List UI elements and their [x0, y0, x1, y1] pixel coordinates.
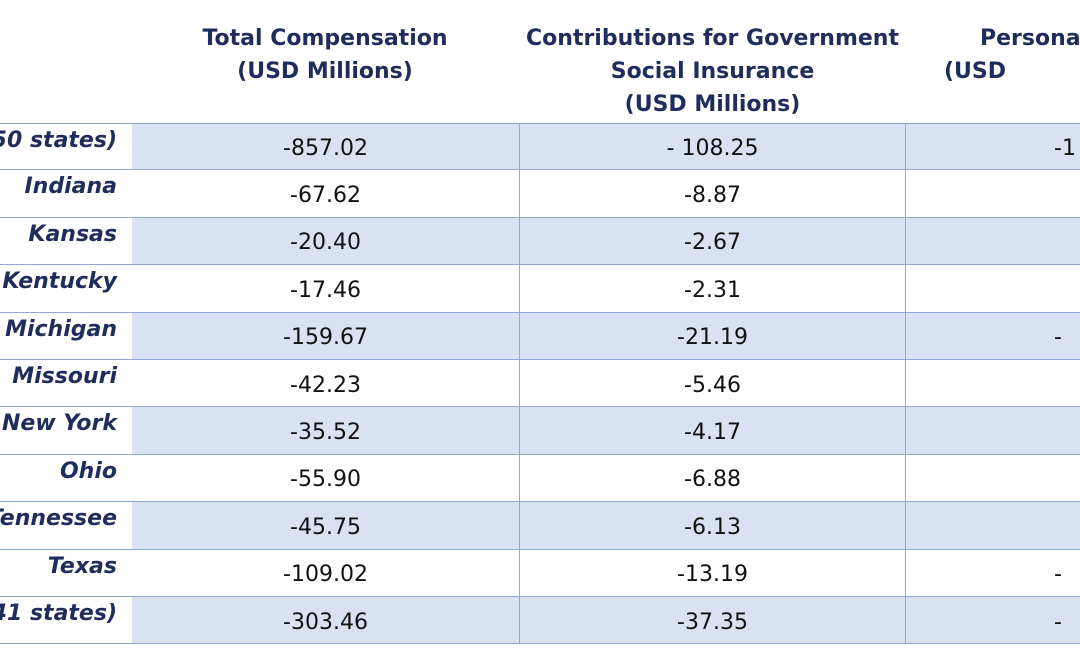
cell-value: -37.35: [677, 609, 748, 635]
cell-value: -8.87: [684, 183, 741, 209]
cell-value: -45.75: [290, 514, 361, 540]
cell-personal: [906, 265, 1080, 311]
cell-total-compensation: -55.90: [132, 454, 520, 502]
cell-total-compensation: -35.52: [132, 407, 520, 454]
cell-value: -5.46: [684, 372, 741, 398]
row-label: Michigan: [5, 316, 117, 342]
cell-contributions: -2.31: [520, 265, 906, 312]
cell-personal: [906, 407, 1080, 453]
row-background: [132, 312, 1080, 359]
header-line: Total Compensation: [202, 26, 448, 51]
row-label: Tennessee: [0, 506, 117, 532]
cell-value: -: [1054, 562, 1062, 588]
header-line: (USD: [944, 59, 1007, 84]
cell-total-compensation: -20.40: [132, 217, 520, 265]
table-row: (41 states) -303.46 -37.35 -: [0, 596, 1080, 645]
cell-value: -109.02: [283, 562, 368, 588]
row-background: [132, 502, 1080, 549]
row-label: Kentucky: [2, 269, 117, 295]
cell-value: -13.19: [677, 562, 748, 588]
row-background: [132, 596, 1080, 644]
header-total-compensation: Total Compensation (USD Millions): [130, 22, 520, 88]
cell-personal: -1: [906, 124, 1080, 169]
row-background: [132, 407, 1080, 454]
cell-value: -21.19: [677, 325, 748, 351]
row-label: Missouri: [12, 363, 117, 389]
cell-value: -6.13: [684, 514, 741, 540]
cell-contributions: -37.35: [520, 596, 906, 644]
cell-personal: -: [906, 597, 1080, 643]
cell-total-compensation: -109.02: [132, 549, 520, 596]
table-row: Indiana -67.62 -8.87: [0, 170, 1080, 218]
cell-value: -42.23: [290, 372, 361, 398]
cell-contributions: - 108.25: [520, 124, 906, 170]
cell-value: -2.67: [684, 230, 741, 256]
cell-value: -6.88: [684, 467, 741, 493]
header-contributions: Contributions for Government Social Insu…: [520, 22, 905, 121]
cell-value: -4.17: [684, 420, 741, 446]
row-background: [132, 124, 1080, 170]
cell-value: -857.02: [283, 136, 368, 162]
cell-total-compensation: -159.67: [132, 312, 520, 359]
cell-contributions: -4.17: [520, 407, 906, 454]
row-label: Indiana: [24, 174, 118, 200]
cell-contributions: -8.87: [520, 170, 906, 217]
cell-contributions: -5.46: [520, 359, 906, 407]
cell-personal: [906, 170, 1080, 216]
cell-contributions: -13.19: [520, 549, 906, 596]
header-line: (USD Millions): [237, 59, 413, 84]
cell-value: -20.40: [290, 230, 361, 256]
cell-value: -17.46: [290, 277, 361, 303]
row-label: (41 states): [0, 600, 117, 626]
cell-value: -35.52: [290, 420, 361, 446]
cell-value: -55.90: [290, 467, 361, 493]
table-row: New York -35.52 -4.17: [0, 407, 1080, 455]
cell-total-compensation: -303.46: [132, 596, 520, 644]
table-row: Missouri -42.23 -5.46: [0, 359, 1080, 408]
table-row: Tennessee -45.75 -6.13: [0, 502, 1080, 550]
row-label: Ohio: [59, 458, 117, 484]
cell-value: -: [1054, 325, 1062, 351]
header-line: Contributions for Government: [526, 26, 899, 51]
cell-value: -: [1054, 609, 1062, 635]
row-background: [132, 217, 1080, 265]
cell-contributions: -2.67: [520, 217, 906, 265]
cell-personal: [906, 455, 1080, 501]
cell-value: -1: [1054, 136, 1076, 162]
cell-personal: -: [906, 313, 1080, 359]
table-row: Ohio -55.90 -6.88: [0, 454, 1080, 503]
row-label: New York: [1, 411, 117, 437]
table-row: Michigan -159.67 -21.19 -: [0, 312, 1080, 360]
header-line: Social Insurance: [610, 59, 815, 84]
cell-total-compensation: -45.75: [132, 502, 520, 549]
cell-value: - 108.25: [666, 136, 759, 162]
cell-personal: -: [906, 550, 1080, 596]
table-row: Kansas -20.40 -2.67: [0, 217, 1080, 266]
cell-total-compensation: -42.23: [132, 359, 520, 407]
cell-total-compensation: -857.02: [132, 124, 520, 170]
cell-personal: [906, 360, 1080, 406]
row-label: Kansas: [28, 221, 117, 247]
cell-contributions: -21.19: [520, 312, 906, 359]
cell-value: -67.62: [290, 183, 361, 209]
table-row: (50 states) -857.02 - 108.25 -1: [0, 123, 1080, 171]
table-row: Kentucky -17.46 -2.31: [0, 265, 1080, 313]
row-label: Texas: [47, 553, 117, 579]
cell-total-compensation: -17.46: [132, 265, 520, 312]
cell-personal: [906, 502, 1080, 548]
cell-value: -303.46: [283, 609, 368, 635]
data-table: (50 states) -857.02 - 108.25 -1 Indiana -67.6…: [0, 123, 1080, 645]
cell-personal: [906, 218, 1080, 264]
header-line: Personal: [980, 26, 1080, 51]
cell-contributions: -6.88: [520, 454, 906, 502]
cell-contributions: -6.13: [520, 502, 906, 549]
cell-total-compensation: -67.62: [132, 170, 520, 217]
table-row: Texas -109.02 -13.19 -: [0, 549, 1080, 597]
cell-value: -159.67: [283, 325, 368, 351]
row-label: (50 states): [0, 128, 117, 153]
cell-value: -2.31: [684, 277, 741, 303]
header-personal: Personal (USD: [906, 22, 1080, 88]
header-line: (USD Millions): [624, 92, 801, 117]
